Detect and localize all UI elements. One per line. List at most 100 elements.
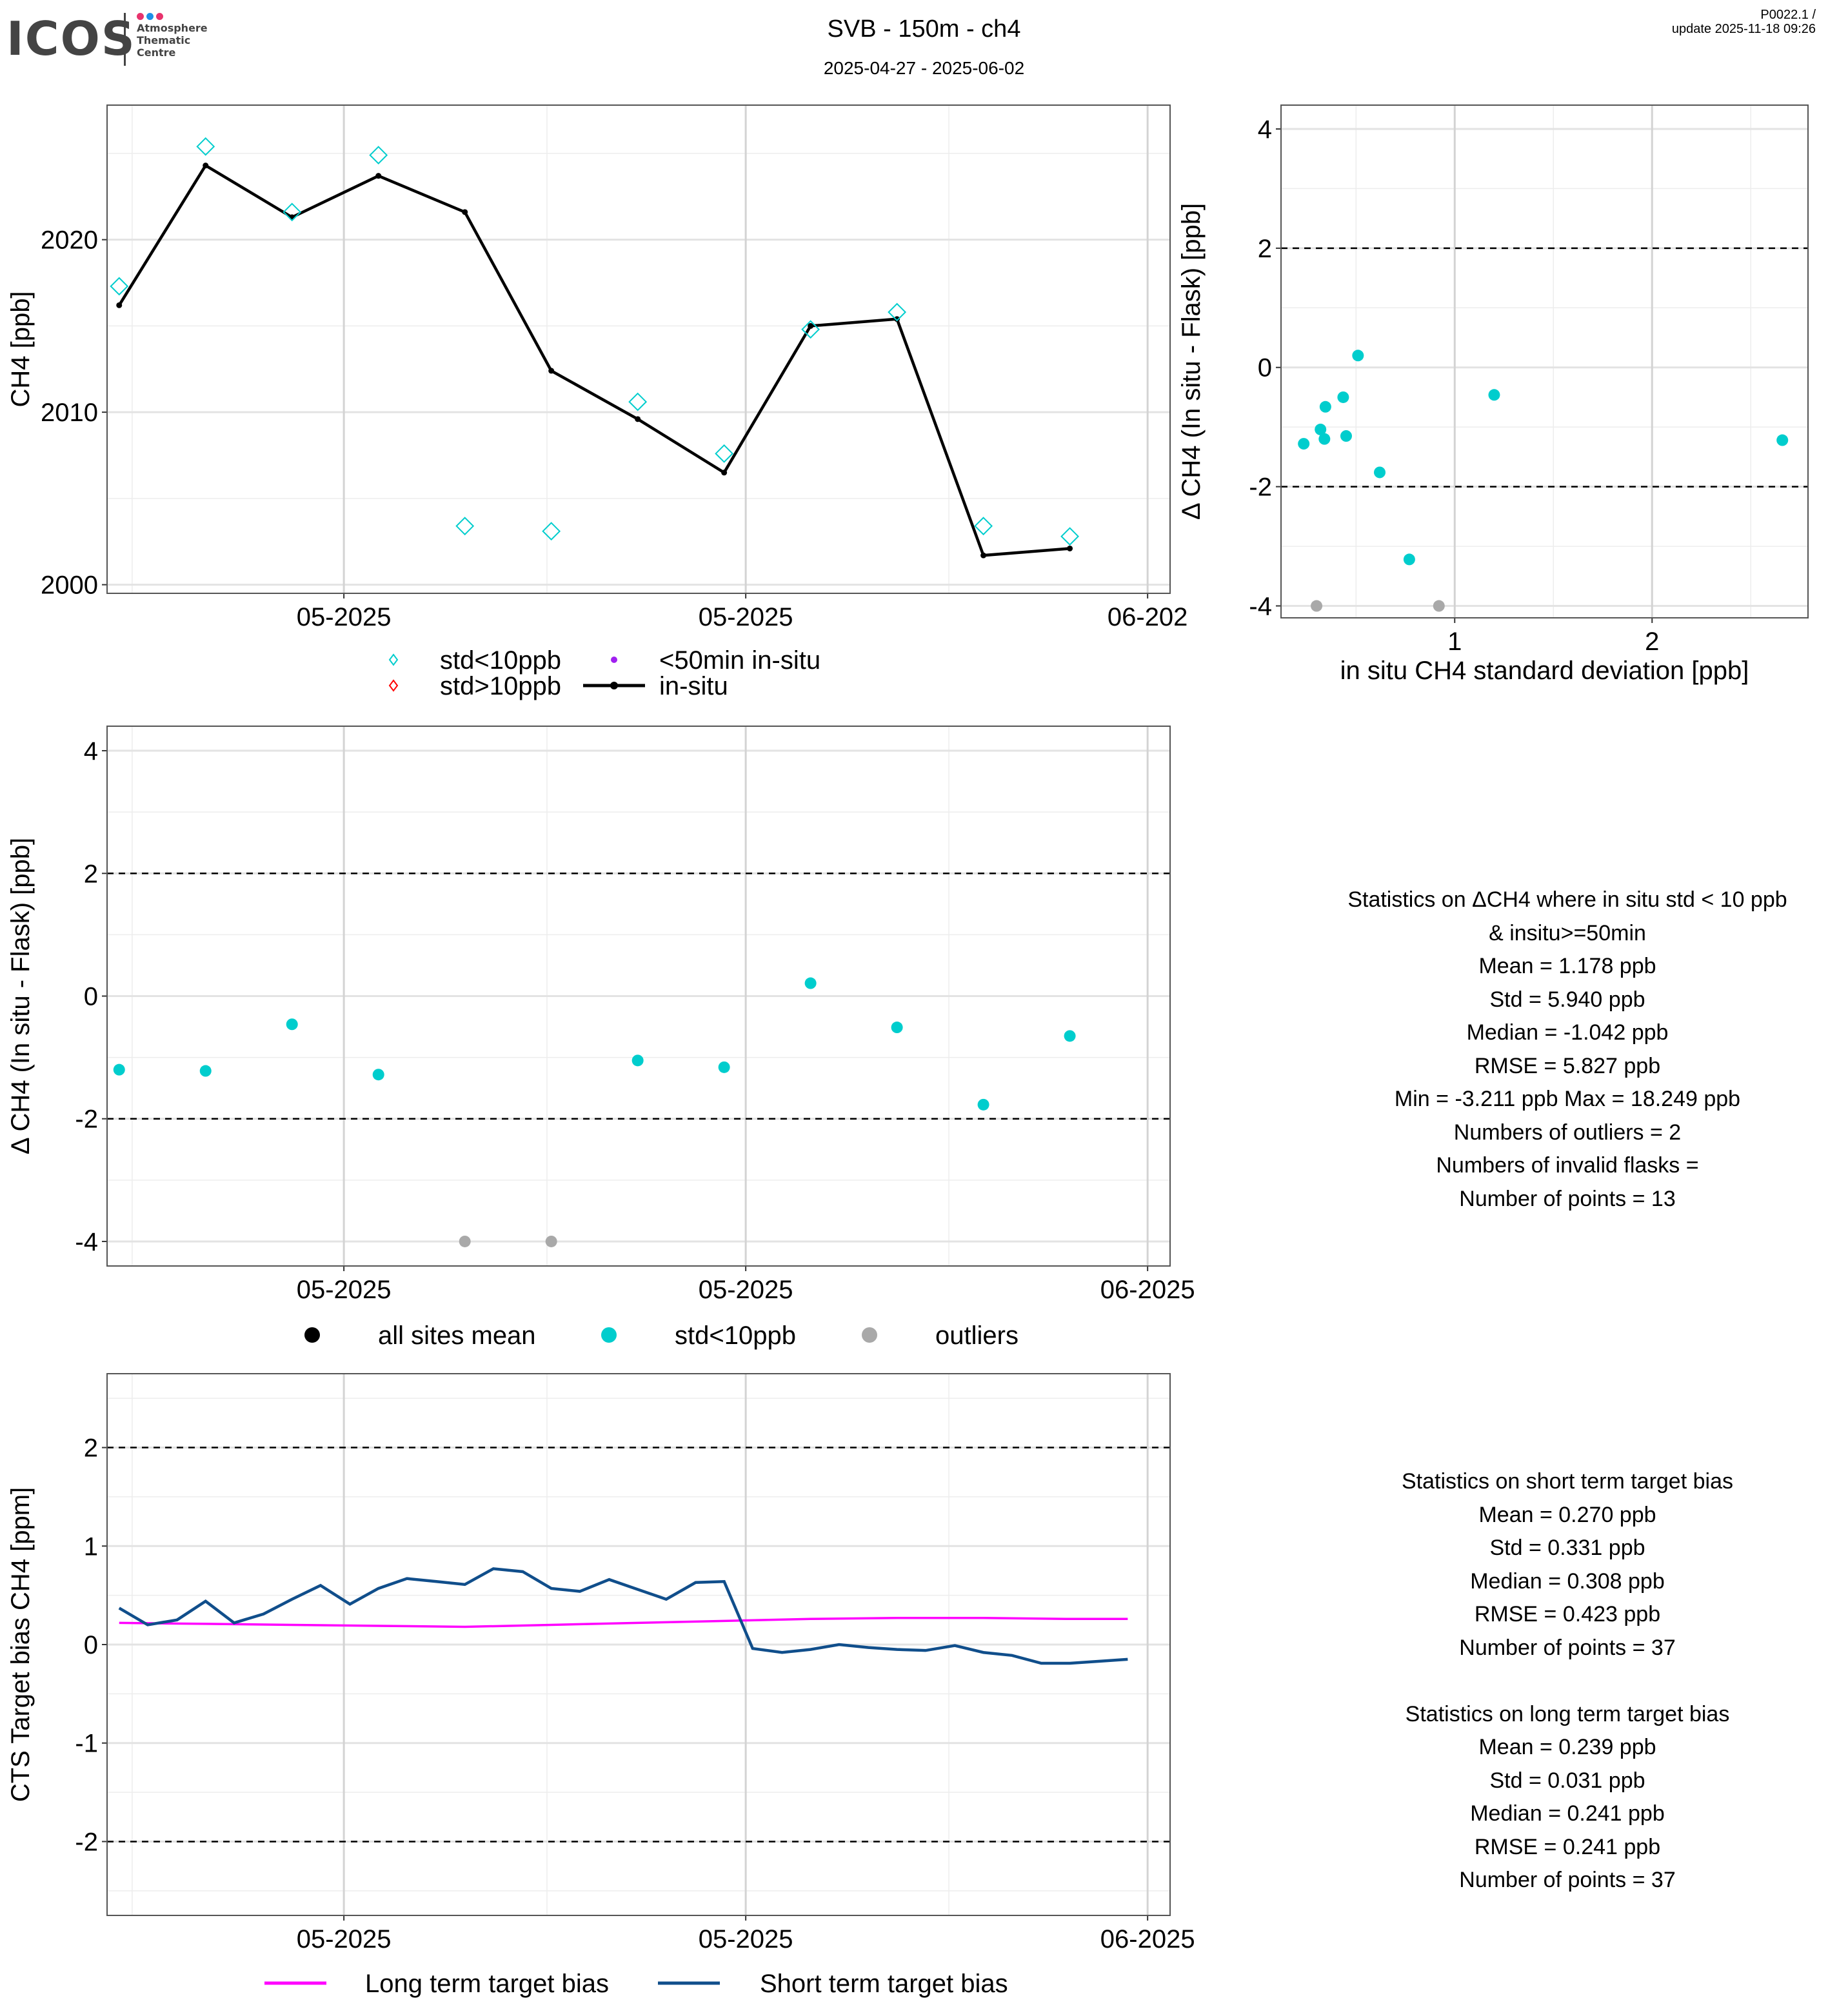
y-tick-label: -2 <box>1249 473 1272 502</box>
x-tick-label: 06-2025 <box>1100 1925 1195 1953</box>
y-tick-label: -1 <box>75 1730 98 1758</box>
logo-dot <box>146 13 154 20</box>
logo-subtitle: Atmosphere Thematic Centre <box>137 22 208 59</box>
flask-diamond <box>455 517 475 536</box>
legend-label: Short term target bias <box>760 1970 1008 1998</box>
delta-point <box>804 977 817 989</box>
stats-line: Min = -3.211 ppb Max = 18.249 ppb <box>1394 1087 1741 1111</box>
ch4-timeseries-chart: 2000 2010 2020 05-2025 05-2025 06-202 CH4 [ppb… <box>6 104 1187 700</box>
y-tick-label: 4 <box>84 737 98 766</box>
stats-line: Median = 0.241 ppb <box>1470 1801 1665 1826</box>
stats-line: Median = 0.308 ppb <box>1470 1568 1665 1594</box>
logo-subtitle-line: Centre <box>137 46 176 59</box>
scatter-point <box>1340 430 1352 442</box>
y-tick-label: 1 <box>84 1532 98 1561</box>
legend-label: std>10ppb <box>440 672 561 700</box>
y-tick-label: 0 <box>84 983 98 1011</box>
y-axis-label: Δ CH4 (In situ - Flask) [ppb] <box>1177 203 1206 520</box>
insitu-line <box>117 163 1070 557</box>
plot-border <box>1280 104 1809 618</box>
legend-diamond-icon <box>388 679 399 692</box>
delta-timeseries-chart: -4 -2 0 2 4 05-2025 05-2025 06-2025 Δ CH4 (In si… <box>6 726 1195 1350</box>
legend-label: in-situ <box>659 672 728 700</box>
y-tick-label: 2 <box>1258 235 1272 263</box>
stats-line: Statistics on long term target bias <box>1405 1701 1730 1726</box>
y-tick-label: 0 <box>1258 354 1272 382</box>
flask-diamond <box>110 277 129 296</box>
outlier-point <box>545 1235 557 1247</box>
outlier-point <box>1311 600 1323 612</box>
stats-line: Number of points = 13 <box>1459 1186 1676 1211</box>
insitu-point <box>462 209 468 215</box>
insitu-point <box>1067 545 1073 551</box>
stats-line: Median = -1.042 ppb <box>1466 1020 1669 1045</box>
legend-dot-icon <box>862 1327 877 1343</box>
stats-line: Mean = 0.270 ppb <box>1478 1502 1656 1527</box>
date-range: 2025-04-27 - 2025-06-02 <box>823 58 1025 78</box>
stats-line: Statistics on ΔCH4 where in situ std < 1… <box>1347 887 1787 912</box>
flask-diamond <box>628 392 648 411</box>
delta-point <box>718 1061 730 1073</box>
flask-diamond <box>369 146 388 164</box>
target-bias-statistics-panel: Statistics on short term target bias Mean… <box>1284 1465 1848 1897</box>
version-line: P0022.1 / <box>1760 8 1816 22</box>
short-term-bias-line <box>118 1567 1128 1665</box>
stats-line: Std = 5.940 ppb <box>1489 987 1645 1012</box>
y-axis-label: Δ CH4 (In situ - Flask) [ppb] <box>6 838 35 1154</box>
delta-point <box>286 1018 298 1031</box>
x-tick-label: 05-2025 <box>297 603 392 631</box>
insitu-point <box>808 322 814 329</box>
y-tick-label: -2 <box>75 1828 98 1856</box>
y-axis-label: CH4 [ppb] <box>6 291 35 407</box>
y-tick-label: -4 <box>1249 593 1272 621</box>
stats-line: RMSE = 0.241 ppb <box>1474 1834 1661 1859</box>
scatter-point <box>1373 466 1386 479</box>
stats-line: Numbers of outliers = 2 <box>1453 1120 1682 1145</box>
flask-diamond <box>1060 527 1079 546</box>
scatter-point <box>1403 553 1415 566</box>
insitu-point <box>980 552 987 559</box>
legend-label: all sites mean <box>378 1321 536 1350</box>
y-tick-label: 2000 <box>41 571 98 600</box>
logo-divider <box>124 13 126 66</box>
insitu-point <box>116 302 123 308</box>
flask-diamond <box>196 137 215 156</box>
logo-dot <box>137 13 144 20</box>
logo-subtitle-line: Atmosphere <box>137 22 208 34</box>
delta-statistics-panel: Statistics on ΔCH4 where in situ std < 1… <box>1284 884 1848 1216</box>
long-term-bias-line <box>119 1617 1128 1628</box>
delta-point <box>891 1022 903 1034</box>
legend-label: Long term target bias <box>365 1970 609 1998</box>
y-tick-label: -4 <box>75 1228 98 1256</box>
stats-line <box>1284 1665 1848 1698</box>
legend-dot-icon <box>610 682 618 689</box>
insitu-point <box>894 316 900 322</box>
x-tick-label: 05-2025 <box>297 1925 392 1953</box>
plot-border <box>106 726 1171 1267</box>
flask-diamond <box>715 444 734 463</box>
stats-line: Statistics on short term target bias <box>1402 1469 1733 1494</box>
page-title: SVB - 150m - ch4 <box>827 15 1021 43</box>
x-tick-label: 2 <box>1645 628 1659 656</box>
flask-diamond <box>801 320 820 339</box>
version-info: P0022.1 / update 2025-11-18 09:26 <box>1672 8 1816 36</box>
x-tick-label: 06-2025 <box>1100 1276 1195 1304</box>
y-tick-label: 4 <box>1258 115 1272 144</box>
y-axis-label: CTS Target bias CH4 [ppm] <box>6 1487 35 1802</box>
legend-dot-icon <box>611 657 617 663</box>
delta-point <box>199 1065 212 1077</box>
legend-label: std<10ppb <box>440 646 561 675</box>
legend-dot-icon <box>304 1327 320 1343</box>
x-tick-label: 05-2025 <box>297 1276 392 1304</box>
scatter-point <box>1315 423 1327 435</box>
delta-vs-std-scatter-chart: -4 -2 0 2 4 1 2 Δ CH4 (In situ - Flask) [ppb] in… <box>1177 104 1809 685</box>
y-tick-label: 2 <box>84 860 98 888</box>
icos-logo-text: ICOS <box>6 12 136 66</box>
x-tick-label: 05-2025 <box>699 1276 793 1304</box>
y-tick-label: 0 <box>84 1631 98 1659</box>
delta-point <box>631 1054 644 1067</box>
stats-line: Numbers of invalid flasks = <box>1436 1153 1699 1178</box>
insitu-point <box>548 368 555 374</box>
scatter-point <box>1488 389 1500 401</box>
stats-line: & insitu>=50min <box>1489 920 1646 945</box>
